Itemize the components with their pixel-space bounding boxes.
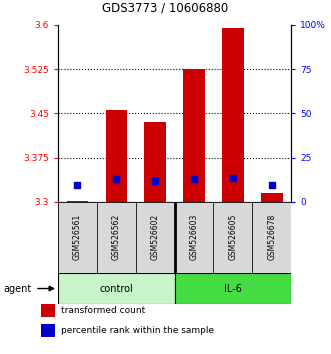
- Text: GSM526605: GSM526605: [228, 214, 237, 261]
- Bar: [136, 202, 175, 273]
- Bar: [41, 304, 55, 317]
- Text: GSM526678: GSM526678: [267, 214, 276, 260]
- Point: [191, 177, 197, 182]
- Bar: [144, 122, 166, 202]
- Point: [114, 177, 119, 182]
- Bar: [261, 193, 283, 202]
- Bar: [252, 202, 291, 273]
- Point: [269, 182, 274, 188]
- Text: GSM526562: GSM526562: [112, 214, 121, 260]
- Bar: [58, 273, 175, 304]
- Point: [75, 182, 80, 188]
- Text: transformed count: transformed count: [61, 306, 146, 315]
- Bar: [175, 273, 291, 304]
- Bar: [175, 202, 213, 273]
- Bar: [183, 69, 205, 202]
- Text: agent: agent: [3, 284, 31, 293]
- Text: percentile rank within the sample: percentile rank within the sample: [61, 326, 214, 335]
- Bar: [67, 201, 88, 202]
- Text: GSM526561: GSM526561: [73, 214, 82, 260]
- Text: GDS3773 / 10606880: GDS3773 / 10606880: [102, 1, 229, 14]
- Text: control: control: [99, 284, 133, 293]
- Bar: [97, 202, 136, 273]
- Text: GSM526603: GSM526603: [190, 214, 199, 261]
- Text: GSM526602: GSM526602: [151, 214, 160, 260]
- Bar: [106, 110, 127, 202]
- Point: [230, 175, 236, 181]
- Bar: [222, 28, 244, 202]
- Text: IL-6: IL-6: [224, 284, 242, 293]
- Bar: [41, 324, 55, 337]
- Bar: [58, 202, 97, 273]
- Bar: [213, 202, 252, 273]
- Point: [153, 178, 158, 184]
